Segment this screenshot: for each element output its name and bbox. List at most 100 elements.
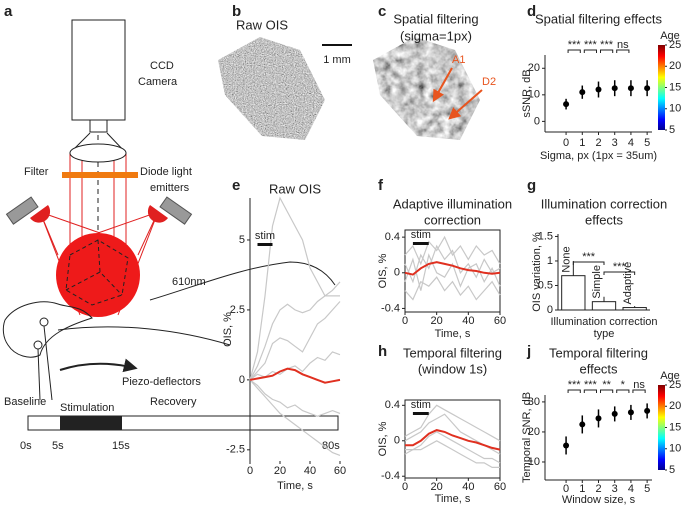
y-tick-label: 20 [528, 426, 540, 438]
cortex-map [65, 239, 129, 306]
significance-label: *** [584, 39, 598, 51]
trace [249, 379, 341, 456]
category-label: None [560, 246, 572, 272]
panel-label: h [378, 343, 387, 360]
x-tick-label: 0 [402, 315, 408, 327]
x-axis-label: type [594, 328, 615, 340]
camera-lens [89, 119, 108, 133]
setup-diagram [2, 19, 339, 431]
emitter-light [147, 205, 168, 223]
significance-label: *** [613, 261, 627, 273]
chart-title: (window 1s) [418, 361, 487, 376]
panel-label: f [378, 177, 384, 194]
trace [249, 351, 341, 381]
trace [404, 244, 501, 284]
x-tick-label: 5 [644, 483, 650, 495]
x-tick-label: 1 [579, 483, 585, 495]
significance-label: *** [584, 379, 598, 391]
y-axis-label: Temporal SNR, dB [521, 392, 533, 483]
lens [69, 143, 127, 163]
chart-title: Adaptive illumination [393, 196, 512, 211]
trace [404, 440, 500, 468]
label: CCD [150, 60, 174, 72]
stim-label: stim [411, 399, 431, 411]
y-tick-label: -0.4 [381, 470, 400, 482]
x-tick-label: 20 [431, 481, 443, 493]
y-tick-label: 2.5 [230, 304, 245, 316]
mean-point [579, 421, 586, 428]
x-tick-label: 0 [402, 481, 408, 493]
mean-point [563, 101, 570, 108]
label: 0s [20, 440, 32, 452]
significance-label: *** [568, 379, 582, 391]
label: 80s [322, 440, 340, 452]
y-tick-label: -0.4 [381, 302, 400, 314]
chart-title: effects [579, 361, 618, 376]
y-axis-label: OIS, % [222, 312, 234, 347]
trace [404, 404, 501, 442]
x-tick-label: 40 [462, 481, 474, 493]
label: 610nm [172, 276, 206, 288]
x-tick-label: 20 [431, 315, 443, 327]
deflector [37, 348, 41, 401]
mean-point [595, 415, 602, 422]
chart-title: Illumination correction [541, 196, 667, 211]
image-title: Raw OIS [236, 17, 288, 32]
trace [404, 261, 501, 276]
scale-label: 1 mm [323, 54, 351, 66]
label: Recovery [150, 396, 197, 408]
trace [404, 413, 501, 455]
y-tick-label: 10 [528, 89, 540, 101]
y-tick-label: 20 [528, 62, 540, 74]
colorbar-tick-label: 10 [669, 103, 681, 115]
colorbar-tick-label: 10 [669, 443, 681, 455]
colorbar [658, 385, 665, 470]
image-title: Spatial filtering [393, 11, 478, 26]
y-axis-label: OIS, % [377, 421, 389, 456]
stim-label: stim [255, 230, 275, 242]
significance-bracket [583, 389, 597, 393]
y-axis-label: OIS, % [377, 253, 389, 288]
significance-bracket [600, 49, 614, 53]
label: Diode light [140, 166, 192, 178]
label: Stimulation [60, 402, 114, 414]
panel-label: a [4, 3, 13, 20]
mean-point [563, 442, 570, 449]
y-tick-label: 5 [239, 234, 245, 246]
significance-bracket [567, 49, 581, 53]
label: Baseline [4, 396, 46, 408]
colorbar-tick-label: 20 [669, 400, 681, 412]
significance-bracket [583, 49, 597, 53]
significance-label: * [621, 379, 626, 391]
category-label: Simple [591, 265, 603, 299]
deflector [43, 325, 53, 401]
stim-label: stim [411, 229, 431, 241]
x-tick-label: 40 [304, 465, 316, 477]
significance-bracket [572, 261, 605, 265]
emitter-light [30, 205, 51, 223]
x-tick-label: 1 [579, 137, 585, 149]
x-tick-label: 0 [563, 137, 569, 149]
image-title: (sigma=1px) [400, 28, 472, 43]
chart-title: Temporal filtering [549, 345, 648, 360]
filter [62, 172, 138, 178]
x-axis-label: Illumination correction [551, 316, 658, 328]
y-axis-label: OIS variation, % [531, 232, 543, 312]
panel-label: c [378, 3, 386, 20]
mean-point [644, 407, 651, 414]
panel-label: j [526, 343, 531, 360]
stimulation-period [60, 416, 122, 430]
chart-title: Raw OIS [269, 181, 321, 196]
x-tick-label: 4 [628, 137, 634, 149]
x-tick-label: 0 [247, 465, 253, 477]
x-tick-label: 40 [462, 315, 474, 327]
camera [71, 19, 126, 121]
x-tick-label: 4 [628, 483, 634, 495]
significance-label: *** [600, 39, 614, 51]
significance-label: ** [602, 379, 611, 391]
y-axis-label: sSNR, dB [521, 69, 533, 117]
label: 15s [112, 440, 130, 452]
significance-bracket [616, 49, 630, 53]
y-tick-label: 0.5 [538, 279, 553, 291]
